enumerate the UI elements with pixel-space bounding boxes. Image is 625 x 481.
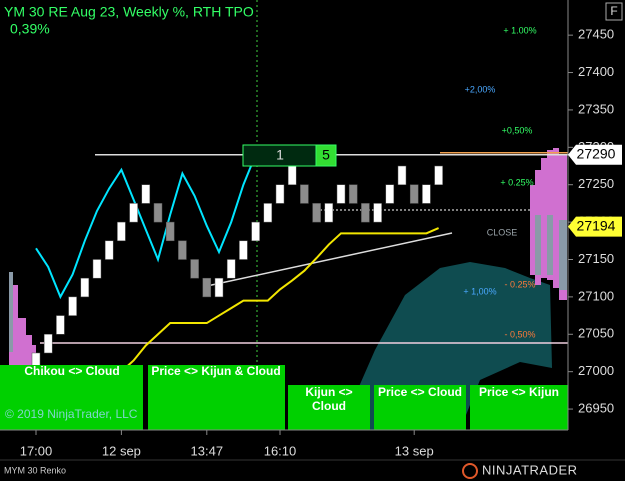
change-percent: 0,39%	[10, 21, 50, 37]
x-tick-label: 16:10	[264, 443, 297, 458]
renko-brick	[190, 259, 199, 279]
counter-value: 5	[322, 147, 330, 163]
panel-label: Price <> Cloud	[378, 385, 462, 399]
f-button[interactable]	[605, 2, 623, 21]
renko-brick	[251, 221, 260, 242]
renko-brick	[385, 184, 395, 204]
volume-profile-value-area	[9, 272, 13, 352]
y-tick-label: 27050	[578, 326, 614, 341]
renko-brick	[214, 277, 224, 298]
renko-brick	[275, 184, 285, 204]
renko-brick	[80, 277, 90, 298]
y-tick-label: 27000	[578, 363, 614, 378]
indicator-line	[120, 227, 439, 373]
renko-brick	[434, 165, 443, 185]
renko-brick	[153, 203, 163, 223]
renko-brick	[104, 240, 114, 260]
renko-brick	[287, 165, 297, 185]
plot-area	[31, 152, 568, 373]
panel	[374, 385, 466, 430]
renko-brick	[336, 184, 346, 204]
x-tick-label: 12 sep	[102, 443, 141, 458]
panel	[470, 385, 568, 430]
level-annotation: +0,50%	[502, 125, 533, 135]
logo: NINJATRADER	[482, 462, 578, 477]
instrument-label: MYM 30 Renko	[4, 465, 66, 475]
panel	[0, 365, 143, 430]
panel-label: Price <> Kijun	[479, 385, 559, 399]
signal-panels: Chikou <> Cloud Price <> Kijun & Cloud K…	[0, 364, 568, 430]
panel	[148, 365, 285, 430]
level-annotation: - 0.25%	[504, 279, 535, 289]
indicator-line	[35, 154, 257, 300]
y-tick-label: 27150	[578, 251, 614, 266]
chart-title: YM 30 RE Aug 23, Weekly %, RTH TPO	[4, 4, 254, 20]
level-annotation: - 0,50%	[504, 329, 535, 339]
panel-label: Chikou <> Cloud	[24, 364, 119, 378]
level-annotation: + 1.00%	[503, 25, 536, 35]
logo-icon	[462, 463, 478, 479]
y-tick-label: 27100	[578, 288, 614, 303]
renko-brick	[373, 203, 382, 223]
renko-brick	[43, 334, 53, 354]
level-annotation: + 1,00%	[463, 286, 496, 296]
renko-brick	[165, 221, 175, 242]
renko-brick	[348, 184, 358, 204]
price-tag	[568, 144, 622, 165]
renko-brick	[422, 184, 431, 204]
f-button-label[interactable]: F	[610, 4, 617, 18]
trend-line	[206, 232, 453, 287]
price-tag	[568, 216, 622, 237]
y-tick-label: 27400	[578, 64, 614, 79]
renko-brick	[92, 259, 102, 279]
x-tick-label: 17:00	[20, 443, 53, 458]
renko-brick	[129, 203, 138, 223]
renko-brick	[226, 259, 236, 279]
price-tag-label: 27290	[577, 146, 616, 162]
panel-label: Cloud	[312, 399, 346, 413]
copyright: © 2019 NinjaTrader, LLC	[5, 407, 138, 421]
renko-brick	[117, 221, 126, 242]
y-tick-label: 27450	[578, 27, 614, 42]
counter-value: 1	[276, 147, 284, 163]
x-tick-label: 13 sep	[395, 443, 434, 458]
renko-brick	[361, 203, 370, 223]
renko-brick	[300, 184, 309, 204]
renko-brick	[397, 165, 407, 185]
y-tick-label: 27350	[578, 101, 614, 116]
panel	[288, 385, 370, 430]
volume-profile-value-area	[535, 215, 567, 290]
renko-brick	[239, 240, 248, 260]
renko-brick	[141, 184, 151, 204]
renko-brick	[263, 203, 273, 223]
y-tick-label: 27250	[578, 176, 614, 191]
renko-brick	[202, 277, 212, 298]
level-annotation: +2,00%	[465, 84, 496, 94]
renko-brick	[409, 184, 419, 204]
renko-brick	[178, 240, 187, 260]
counter-box-end	[315, 144, 337, 167]
level-annotation: + 0.25%	[500, 177, 533, 187]
renko-brick	[324, 203, 334, 223]
renko-brick	[68, 296, 77, 316]
panel-label: Price <> Kijun & Cloud	[151, 364, 280, 378]
renko-brick	[312, 203, 321, 223]
renko-brick	[56, 315, 65, 335]
panel-label: Kijun <>	[305, 385, 352, 399]
x-tick-label: 13:47	[191, 443, 224, 458]
price-tag-label: 27194	[577, 217, 616, 233]
y-tick-label: 26950	[578, 400, 614, 415]
level-annotation: CLOSE	[487, 227, 518, 237]
